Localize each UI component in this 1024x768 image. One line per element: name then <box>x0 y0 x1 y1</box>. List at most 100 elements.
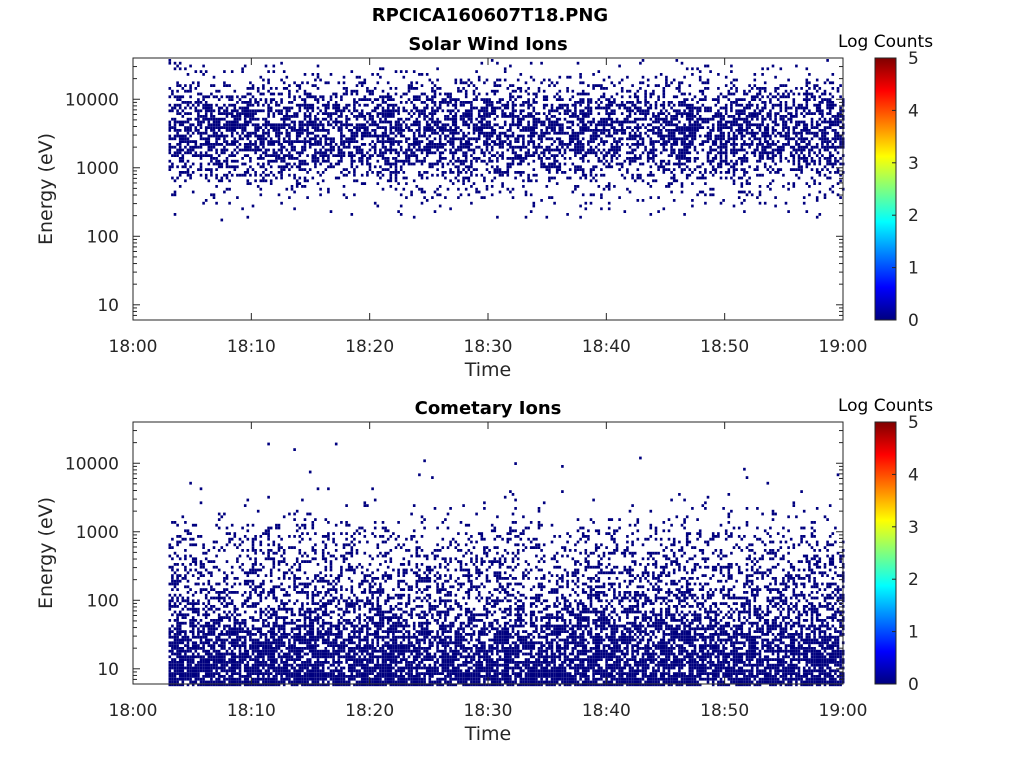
heatmap-cell <box>230 129 234 132</box>
heatmap-cell <box>207 162 211 166</box>
heatmap-cell <box>230 143 234 146</box>
heatmap-cell <box>418 95 421 99</box>
heatmap-cell <box>529 61 533 65</box>
heatmap-cell <box>402 176 406 180</box>
heatmap-cell <box>805 123 809 127</box>
heatmap-cell <box>605 112 608 115</box>
heatmap-cell <box>199 165 203 169</box>
heatmap-cell <box>758 173 762 177</box>
heatmap-cell <box>834 134 837 138</box>
heatmap-cell <box>753 78 757 82</box>
heatmap-cell <box>841 187 845 191</box>
heatmap-cell <box>353 89 356 93</box>
heatmap-cell <box>683 129 686 132</box>
heatmap-cell <box>371 101 374 104</box>
heatmap-cell <box>418 126 421 129</box>
heatmap-cell <box>818 190 822 194</box>
heatmap-cell <box>587 129 590 132</box>
heatmap-cell <box>464 134 468 138</box>
heatmap-cell <box>535 101 538 104</box>
heatmap-cell <box>230 120 234 124</box>
heatmap-cell <box>506 173 510 177</box>
heatmap-cell <box>462 87 465 90</box>
heatmap-cell <box>241 207 244 211</box>
heatmap-cell <box>511 196 515 199</box>
heatmap-cell <box>280 92 283 96</box>
heatmap-cell <box>808 131 811 135</box>
heatmap-cell <box>176 661 179 664</box>
heatmap-cell <box>189 95 192 99</box>
heatmap-cell <box>376 173 380 177</box>
heatmap-cell <box>215 120 218 124</box>
heatmap-cell <box>186 571 190 575</box>
heatmap-cell <box>342 145 346 149</box>
heatmap-cell <box>436 193 439 197</box>
heatmap-cell <box>745 123 749 127</box>
heatmap-cell <box>670 143 673 146</box>
heatmap-cell <box>779 168 783 171</box>
heatmap-cell <box>654 117 658 121</box>
heatmap-cell <box>828 112 832 115</box>
heatmap-cell <box>784 103 788 107</box>
heatmap-cell <box>704 106 707 110</box>
heatmap-cell <box>818 101 822 104</box>
heatmap-cell <box>181 666 185 670</box>
heatmap-cell <box>826 103 829 107</box>
heatmap-cell <box>641 59 645 62</box>
heatmap-cell <box>717 109 720 113</box>
heatmap-cell <box>592 134 595 138</box>
heatmap-cell <box>815 131 819 135</box>
heatmap-cell <box>337 145 341 149</box>
heatmap-cell <box>750 151 754 155</box>
heatmap-cell <box>399 131 403 135</box>
heatmap-cell <box>470 81 473 85</box>
heatmap-cell <box>394 120 398 124</box>
heatmap-cell <box>743 210 746 213</box>
heatmap-cell <box>680 182 684 185</box>
heatmap-cell <box>363 103 367 107</box>
heatmap-cell <box>428 123 432 127</box>
heatmap-cell <box>353 98 356 101</box>
heatmap-cell <box>373 165 377 169</box>
heatmap-cell <box>423 145 426 149</box>
heatmap-cell <box>542 148 546 152</box>
heatmap-cell <box>288 196 291 199</box>
heatmap-cell <box>178 655 182 659</box>
heatmap-cell <box>592 140 595 143</box>
heatmap-cell <box>280 148 283 152</box>
heatmap-cell <box>683 145 686 149</box>
heatmap-cell <box>737 98 741 101</box>
heatmap-cell <box>199 101 203 104</box>
heatmap-cell <box>610 95 614 99</box>
heatmap-cell <box>233 123 237 127</box>
heatmap-cell <box>815 154 819 157</box>
heatmap-cell <box>826 106 829 110</box>
heatmap-cell <box>228 129 231 132</box>
heatmap-cell <box>667 101 671 104</box>
heatmap-cell <box>275 154 278 157</box>
heatmap-cell <box>412 70 416 73</box>
heatmap-cell <box>841 109 845 113</box>
heatmap-cell <box>425 171 429 174</box>
heatmap-cell <box>444 101 447 104</box>
heatmap-cell <box>475 173 478 177</box>
heatmap-cell <box>285 148 289 152</box>
heatmap-cell <box>256 89 260 93</box>
heatmap-cell <box>581 168 585 171</box>
heatmap-cell <box>496 134 499 138</box>
heatmap-cell <box>379 120 382 124</box>
heatmap-cell <box>527 179 530 183</box>
heatmap-cell <box>779 159 783 163</box>
heatmap-cell <box>264 173 268 177</box>
heatmap-cell <box>264 98 268 101</box>
heatmap-cell <box>605 120 608 124</box>
heatmap-cell <box>316 73 320 76</box>
heatmap-cell <box>688 131 692 135</box>
heatmap-cell <box>750 103 754 107</box>
heatmap-cell <box>288 140 291 143</box>
heatmap-cell <box>386 140 390 143</box>
heatmap-cell <box>834 159 837 163</box>
heatmap-cell <box>602 154 606 157</box>
heatmap-cell <box>579 215 582 219</box>
heatmap-cell <box>704 201 707 205</box>
